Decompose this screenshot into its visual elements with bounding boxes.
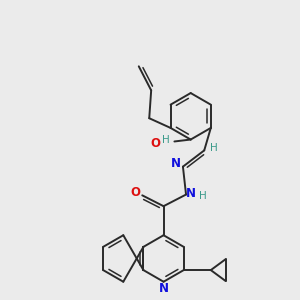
Text: H: H — [210, 143, 218, 154]
Text: O: O — [151, 137, 161, 150]
Text: N: N — [171, 157, 181, 170]
Text: N: N — [186, 187, 196, 200]
Text: O: O — [130, 186, 140, 199]
Text: N: N — [159, 282, 169, 295]
Text: H: H — [162, 135, 170, 145]
Text: H: H — [199, 191, 207, 202]
